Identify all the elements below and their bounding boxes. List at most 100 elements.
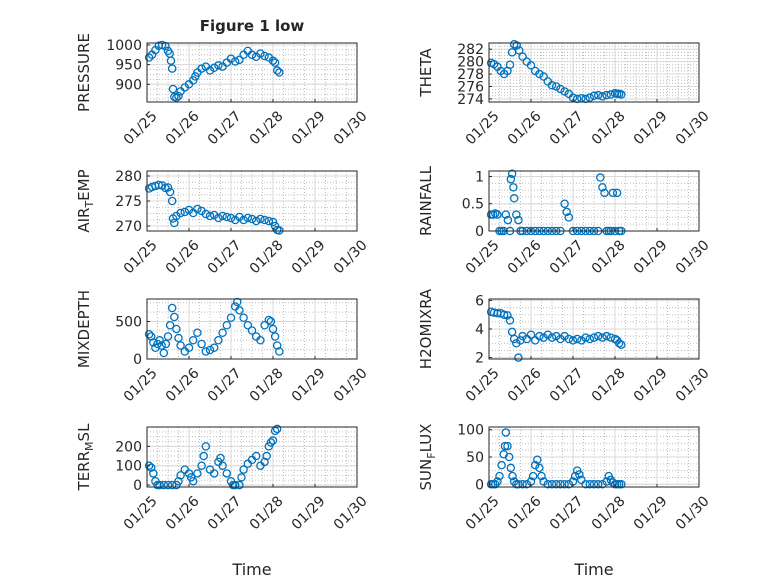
- data-point: [514, 46, 524, 55]
- data-point: [159, 480, 169, 490]
- data-point: [239, 465, 248, 474]
- data-point: [560, 199, 569, 208]
- data-point: [589, 333, 599, 342]
- y-tick-label: 0: [133, 352, 142, 368]
- data-point: [509, 183, 518, 192]
- data-point: [167, 196, 177, 206]
- data-point: [509, 334, 519, 344]
- x-tick-label: 01/25: [121, 493, 161, 533]
- data-point: [235, 55, 244, 65]
- data-point: [209, 469, 219, 478]
- data-point: [596, 173, 605, 182]
- axes-box: [146, 298, 358, 360]
- data-point: [503, 311, 512, 320]
- data-point: [526, 61, 536, 70]
- x-tick-label: 01/27: [547, 237, 587, 277]
- data-point: [159, 348, 169, 358]
- data-point: [598, 183, 607, 192]
- data-point: [560, 87, 569, 96]
- x-tick-label: 01/27: [205, 237, 245, 277]
- data-point: [551, 331, 561, 341]
- grid-lines: [488, 171, 700, 232]
- y-axis-label: MIXDEPTH: [75, 290, 93, 368]
- data-point: [260, 51, 269, 61]
- data-point: [522, 334, 532, 344]
- data-point: [163, 183, 173, 192]
- data-point: [505, 60, 515, 69]
- data-point: [539, 477, 548, 486]
- data-point: [543, 480, 553, 489]
- data-point: [585, 334, 595, 344]
- data-point: [184, 343, 194, 352]
- data-point: [575, 470, 584, 479]
- x-tick-label: 01/28: [247, 365, 287, 405]
- x-tick-label: 01/26: [505, 493, 545, 533]
- series-air-temp: [144, 180, 284, 235]
- data-point: [499, 310, 509, 319]
- subplot-sun-flux: 0 50 100 01/25 01/26 01/27 01/28 01/29 01/30 SUNF…: [417, 423, 713, 533]
- data-point: [598, 333, 607, 342]
- data-point: [528, 471, 538, 481]
- data-point: [235, 305, 244, 315]
- data-point: [172, 93, 181, 102]
- data-point: [506, 463, 516, 473]
- data-point: [526, 330, 536, 339]
- data-point: [556, 334, 565, 344]
- data-point: [222, 320, 232, 330]
- x-tick-label: 01/30: [331, 237, 371, 277]
- y-tick-label: 500: [115, 315, 142, 331]
- x-tick-label: 01/28: [589, 365, 629, 405]
- data-point: [516, 336, 525, 345]
- y-tick-label: 0: [475, 477, 484, 493]
- data-point: [237, 473, 246, 482]
- data-point: [551, 480, 561, 489]
- x-tick-label: 01/27: [547, 493, 587, 533]
- data-point: [581, 333, 590, 342]
- y-tick-label: 2: [475, 351, 484, 367]
- data-point: [199, 451, 208, 461]
- data-point: [165, 320, 175, 330]
- data-point: [260, 215, 269, 225]
- data-point: [598, 92, 607, 101]
- data-point: [614, 339, 624, 348]
- data-point: [146, 463, 156, 472]
- subplot-terr-msl: 0 100 200 01/25 01/26 01/27 01/28 01/29 01/30 TER…: [75, 423, 371, 533]
- data-point: [551, 82, 561, 91]
- data-point: [275, 347, 284, 356]
- data-point: [606, 90, 616, 99]
- data-point: [155, 480, 164, 490]
- y-tick-label: 280: [457, 55, 484, 71]
- data-point: [226, 213, 236, 223]
- data-point: [275, 68, 284, 77]
- subplot-pressure: 900 950 1000 01/25 01/26 01/27 01/28 01/29 01/30…: [75, 33, 371, 148]
- data-point: [251, 451, 261, 461]
- data-point: [214, 61, 223, 70]
- data-point: [167, 303, 177, 313]
- x-tick-label: 01/30: [673, 108, 713, 148]
- data-point: [268, 56, 278, 65]
- series-terr-msl: [144, 424, 282, 490]
- data-point: [272, 424, 282, 434]
- data-point: [512, 339, 521, 348]
- data-point: [226, 54, 236, 63]
- data-point: [602, 90, 611, 100]
- data-point: [593, 331, 603, 341]
- data-point: [205, 211, 215, 221]
- data-point: [247, 326, 257, 335]
- data-point: [547, 480, 557, 489]
- data-point: [144, 329, 154, 339]
- x-tick-label: 01/29: [289, 365, 329, 405]
- data-point: [174, 476, 183, 486]
- data-point: [514, 480, 523, 489]
- subplot-h2omixra: 2 4 6 01/25 01/26 01/27 01/28 01/29 01/30 H2OMIXR…: [417, 288, 713, 405]
- data-point: [600, 188, 609, 198]
- data-point: [506, 174, 516, 184]
- data-point: [602, 331, 611, 341]
- data-point: [530, 460, 540, 470]
- y-tick-label: 50: [466, 450, 484, 466]
- data-point: [157, 341, 166, 350]
- x-tick-label: 01/30: [331, 108, 371, 148]
- data-point: [209, 63, 219, 73]
- data-point: [193, 469, 202, 478]
- data-point: [222, 212, 232, 222]
